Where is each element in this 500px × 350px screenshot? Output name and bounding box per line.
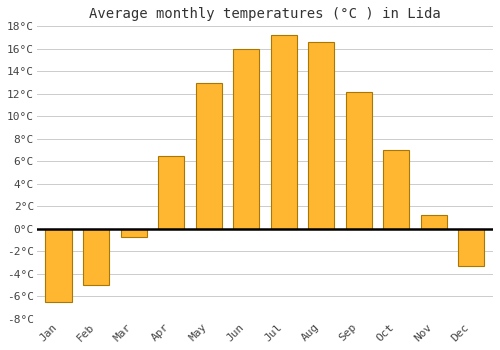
- Bar: [233, 49, 260, 229]
- Bar: [158, 156, 184, 229]
- Bar: [458, 229, 484, 266]
- Bar: [346, 92, 372, 229]
- Bar: [196, 83, 222, 229]
- Title: Average monthly temperatures (°C ) in Lida: Average monthly temperatures (°C ) in Li…: [89, 7, 441, 21]
- Bar: [270, 35, 297, 229]
- Bar: [83, 229, 110, 285]
- Bar: [120, 229, 147, 237]
- Bar: [383, 150, 409, 229]
- Bar: [420, 215, 447, 229]
- Bar: [46, 229, 72, 302]
- Bar: [308, 42, 334, 229]
